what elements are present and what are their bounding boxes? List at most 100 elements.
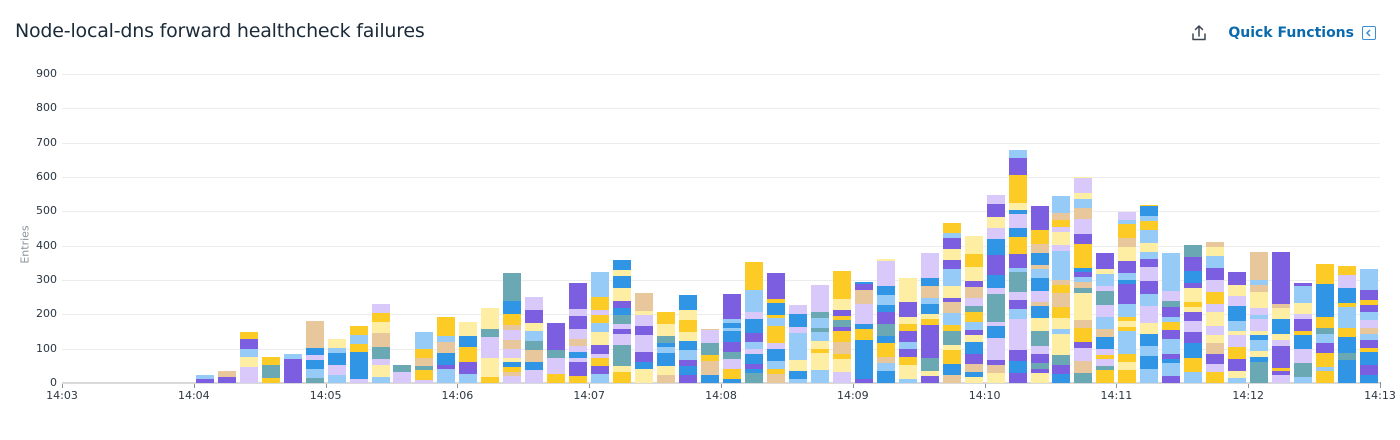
bar-segment xyxy=(722,352,741,359)
bar-segment xyxy=(437,342,456,354)
bar-14:05:30[interactable] xyxy=(393,365,412,383)
bar-segment xyxy=(1052,213,1071,220)
bar-segment xyxy=(701,342,720,356)
bar-14:04:10[interactable] xyxy=(217,371,236,383)
bar-14:06:40[interactable] xyxy=(547,322,566,383)
bar-segment xyxy=(1074,360,1093,374)
bar-14:05:40[interactable] xyxy=(415,332,434,383)
bar-14:11:40[interactable] xyxy=(1206,242,1225,383)
bar-segment xyxy=(1228,358,1247,371)
bar-segment xyxy=(239,348,258,358)
bar-14:08:20[interactable] xyxy=(766,273,785,383)
bar-segment xyxy=(1250,357,1269,363)
bar-segment xyxy=(1206,326,1225,335)
bar-segment xyxy=(1272,308,1291,320)
bar-14:07:00[interactable] xyxy=(591,272,610,383)
bar-14:04:00[interactable] xyxy=(195,375,214,383)
bar-segment xyxy=(1052,219,1071,228)
bar-14:06:30[interactable] xyxy=(525,297,544,383)
bar-14:09:10[interactable] xyxy=(876,259,895,383)
bar-14:11:50[interactable] xyxy=(1228,272,1247,383)
bar-14:06:50[interactable] xyxy=(569,282,588,383)
bar-segment xyxy=(1338,336,1357,345)
bar-14:07:50[interactable] xyxy=(701,329,720,383)
quick-functions-button[interactable]: Quick Functions xyxy=(1228,25,1376,41)
bar-segment xyxy=(679,328,698,333)
bar-segment xyxy=(1030,302,1049,307)
bar-segment xyxy=(1184,256,1203,262)
bar-segment xyxy=(1074,281,1093,288)
bar-segment xyxy=(635,369,654,383)
bar-segment xyxy=(1008,300,1027,309)
bar-14:07:30[interactable] xyxy=(657,311,676,383)
bar-segment xyxy=(1162,290,1181,302)
bar-14:07:40[interactable] xyxy=(679,295,698,383)
bar-segment xyxy=(591,365,610,374)
bar-14:06:20[interactable] xyxy=(503,273,522,383)
bar-14:07:10[interactable] xyxy=(613,260,632,383)
bar-14:11:00[interactable] xyxy=(1118,212,1137,383)
bar-14:04:50[interactable] xyxy=(305,321,324,383)
bar-14:05:50[interactable] xyxy=(437,317,456,383)
bar-14:08:40[interactable] xyxy=(810,285,829,383)
bar-14:04:40[interactable] xyxy=(283,353,302,383)
bar-14:10:00[interactable] xyxy=(986,195,1005,383)
bar-14:08:50[interactable] xyxy=(832,271,851,383)
bar-14:09:20[interactable] xyxy=(898,278,917,383)
bar-segment xyxy=(525,297,544,300)
bar-segment xyxy=(415,357,434,366)
bar-14:11:30[interactable] xyxy=(1184,245,1203,383)
bar-14:05:20[interactable] xyxy=(371,304,390,383)
bar-segment xyxy=(547,374,566,383)
bar-14:10:10[interactable] xyxy=(1008,150,1027,383)
y-tick-label: 200 xyxy=(36,307,57,321)
bar-14:11:10[interactable] xyxy=(1140,205,1159,383)
bar-segment xyxy=(679,359,698,367)
bar-14:09:00[interactable] xyxy=(854,282,873,383)
bar-14:12:50[interactable] xyxy=(1360,269,1379,383)
bar-14:10:50[interactable] xyxy=(1096,253,1115,383)
bar-14:05:00[interactable] xyxy=(327,339,346,383)
bar-14:04:20[interactable] xyxy=(239,332,258,383)
bar-14:12:10[interactable] xyxy=(1272,251,1291,383)
bar-segment xyxy=(569,338,588,346)
bar-14:07:20[interactable] xyxy=(635,293,654,383)
share-button[interactable] xyxy=(1188,22,1210,44)
bar-14:09:40[interactable] xyxy=(942,222,961,383)
bar-14:05:10[interactable] xyxy=(349,326,368,383)
bar-14:06:10[interactable] xyxy=(481,308,500,383)
panel-collapse-left-icon xyxy=(1362,26,1376,40)
bar-14:12:40[interactable] xyxy=(1338,266,1357,383)
bar-segment xyxy=(1206,363,1225,373)
bar-14:09:50[interactable] xyxy=(964,236,983,383)
bar-segment xyxy=(349,326,368,335)
bar-14:11:20[interactable] xyxy=(1162,253,1181,383)
bar-segment xyxy=(942,259,961,269)
bar-14:12:20[interactable] xyxy=(1294,282,1313,383)
bar-14:08:30[interactable] xyxy=(788,305,807,383)
bar-14:10:30[interactable] xyxy=(1052,196,1071,383)
bar-14:10:20[interactable] xyxy=(1030,206,1049,383)
bar-segment xyxy=(766,273,785,300)
bar-segment xyxy=(437,335,456,343)
bar-segment xyxy=(613,324,632,330)
bar-14:12:00[interactable] xyxy=(1250,251,1269,383)
bar-14:06:00[interactable] xyxy=(459,321,478,383)
bar-14:04:30[interactable] xyxy=(261,357,280,383)
bar-segment xyxy=(920,278,939,287)
x-tick-label: 14:04 xyxy=(177,389,210,402)
bar-segment xyxy=(876,285,895,296)
x-tick-mark xyxy=(1116,382,1117,388)
bar-14:08:00[interactable] xyxy=(722,294,741,383)
bar-segment xyxy=(437,317,456,331)
bar-14:10:40[interactable] xyxy=(1074,177,1093,383)
gridline xyxy=(62,74,1380,75)
bar-segment xyxy=(810,360,829,370)
bar-segment xyxy=(1030,291,1049,303)
bar-segment xyxy=(1338,345,1357,353)
bar-segment xyxy=(1008,344,1027,350)
bar-14:09:30[interactable] xyxy=(920,253,939,383)
bar-segment xyxy=(1228,330,1247,335)
bar-14:12:30[interactable] xyxy=(1316,263,1335,383)
bar-14:08:10[interactable] xyxy=(744,262,763,383)
